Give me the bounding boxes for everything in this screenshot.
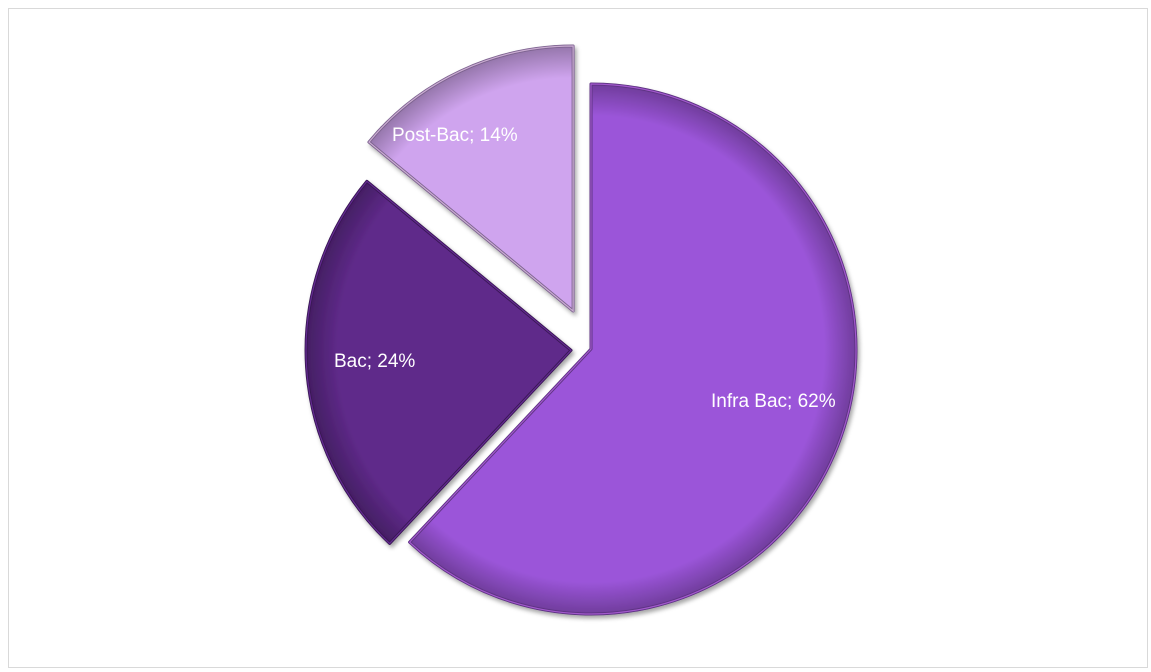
pie-slice-highlight <box>408 83 857 615</box>
pie-slice-highlight <box>368 45 574 313</box>
pie-chart: Infra Bac; 62% Bac; 24% Post-Bac; 14% <box>304 44 858 616</box>
data-label-infra-bac: Infra Bac; 62% <box>711 391 836 412</box>
data-label-bac: Bac; 24% <box>334 351 415 372</box>
pie-slice-highlight <box>305 180 572 545</box>
slices-layer <box>304 44 858 616</box>
labels-layer: Infra Bac; 62% Bac; 24% Post-Bac; 14% <box>334 125 836 412</box>
chart-frame: Infra Bac; 62% Bac; 24% Post-Bac; 14% <box>8 8 1148 668</box>
data-label-post-bac: Post-Bac; 14% <box>392 125 518 146</box>
